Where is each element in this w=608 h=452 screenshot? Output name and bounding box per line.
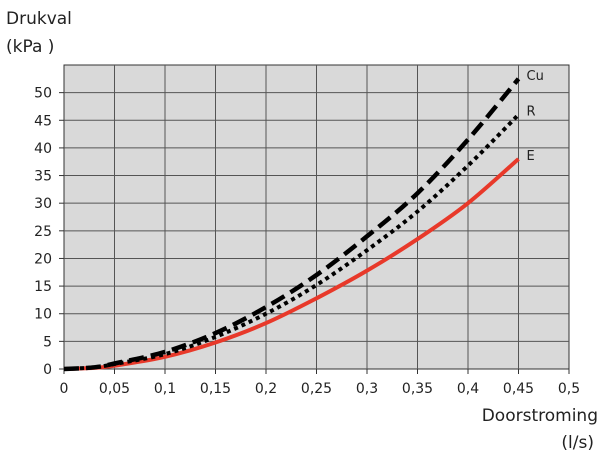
x-tick-label: 0,35 — [402, 381, 433, 397]
x-tick-label: 0,05 — [99, 381, 130, 397]
y-tick-label: 30 — [34, 196, 52, 212]
x-tick-label: 0,2 — [255, 381, 277, 397]
y-tick-label: 50 — [34, 86, 52, 102]
x-tick-label: 0,3 — [356, 381, 378, 397]
axis-ticks — [59, 92, 570, 374]
y-axis-unit: (kPa ) — [6, 37, 54, 57]
y-tick-label: 0 — [43, 362, 52, 378]
y-tick-label: 5 — [43, 334, 52, 350]
y-tick-label: 20 — [34, 251, 52, 267]
x-axis-unit: (l/s) — [561, 433, 594, 452]
x-tick-label: 0,45 — [503, 381, 534, 397]
x-tick-label: 0,1 — [154, 381, 176, 397]
grid-lines — [64, 65, 569, 369]
series-labels: Cu R E — [527, 69, 544, 164]
series-line-cu — [63, 77, 521, 372]
series-lines — [63, 77, 521, 372]
series-label-e: E — [527, 149, 535, 164]
y-tick-label: 45 — [34, 113, 52, 129]
y-tick-label: 15 — [34, 279, 52, 295]
series-label-r: R — [527, 105, 536, 120]
x-tick-label: 0,15 — [200, 381, 231, 397]
x-tick-label: 0,25 — [301, 381, 332, 397]
y-tick-labels: 0 5 10 15 20 25 30 35 40 45 50 — [34, 86, 52, 378]
y-tick-label: 10 — [34, 307, 52, 323]
x-axis-title: Doorstroming — [482, 406, 598, 426]
x-tick-label: 0,4 — [457, 381, 479, 397]
x-tick-label: 0 — [60, 381, 69, 397]
y-axis-title: Drukval — [6, 9, 72, 29]
x-tick-label: 0,5 — [558, 381, 580, 397]
series-label-cu: Cu — [527, 69, 544, 84]
series-line-r — [63, 113, 520, 371]
y-tick-label: 35 — [34, 169, 52, 185]
y-tick-label: 25 — [34, 224, 52, 240]
x-tick-labels: 0 0,05 0,1 0,15 0,2 0,25 0,3 0,35 0,4 0,45 0,5 — [60, 381, 581, 397]
y-tick-label: 40 — [34, 141, 52, 157]
